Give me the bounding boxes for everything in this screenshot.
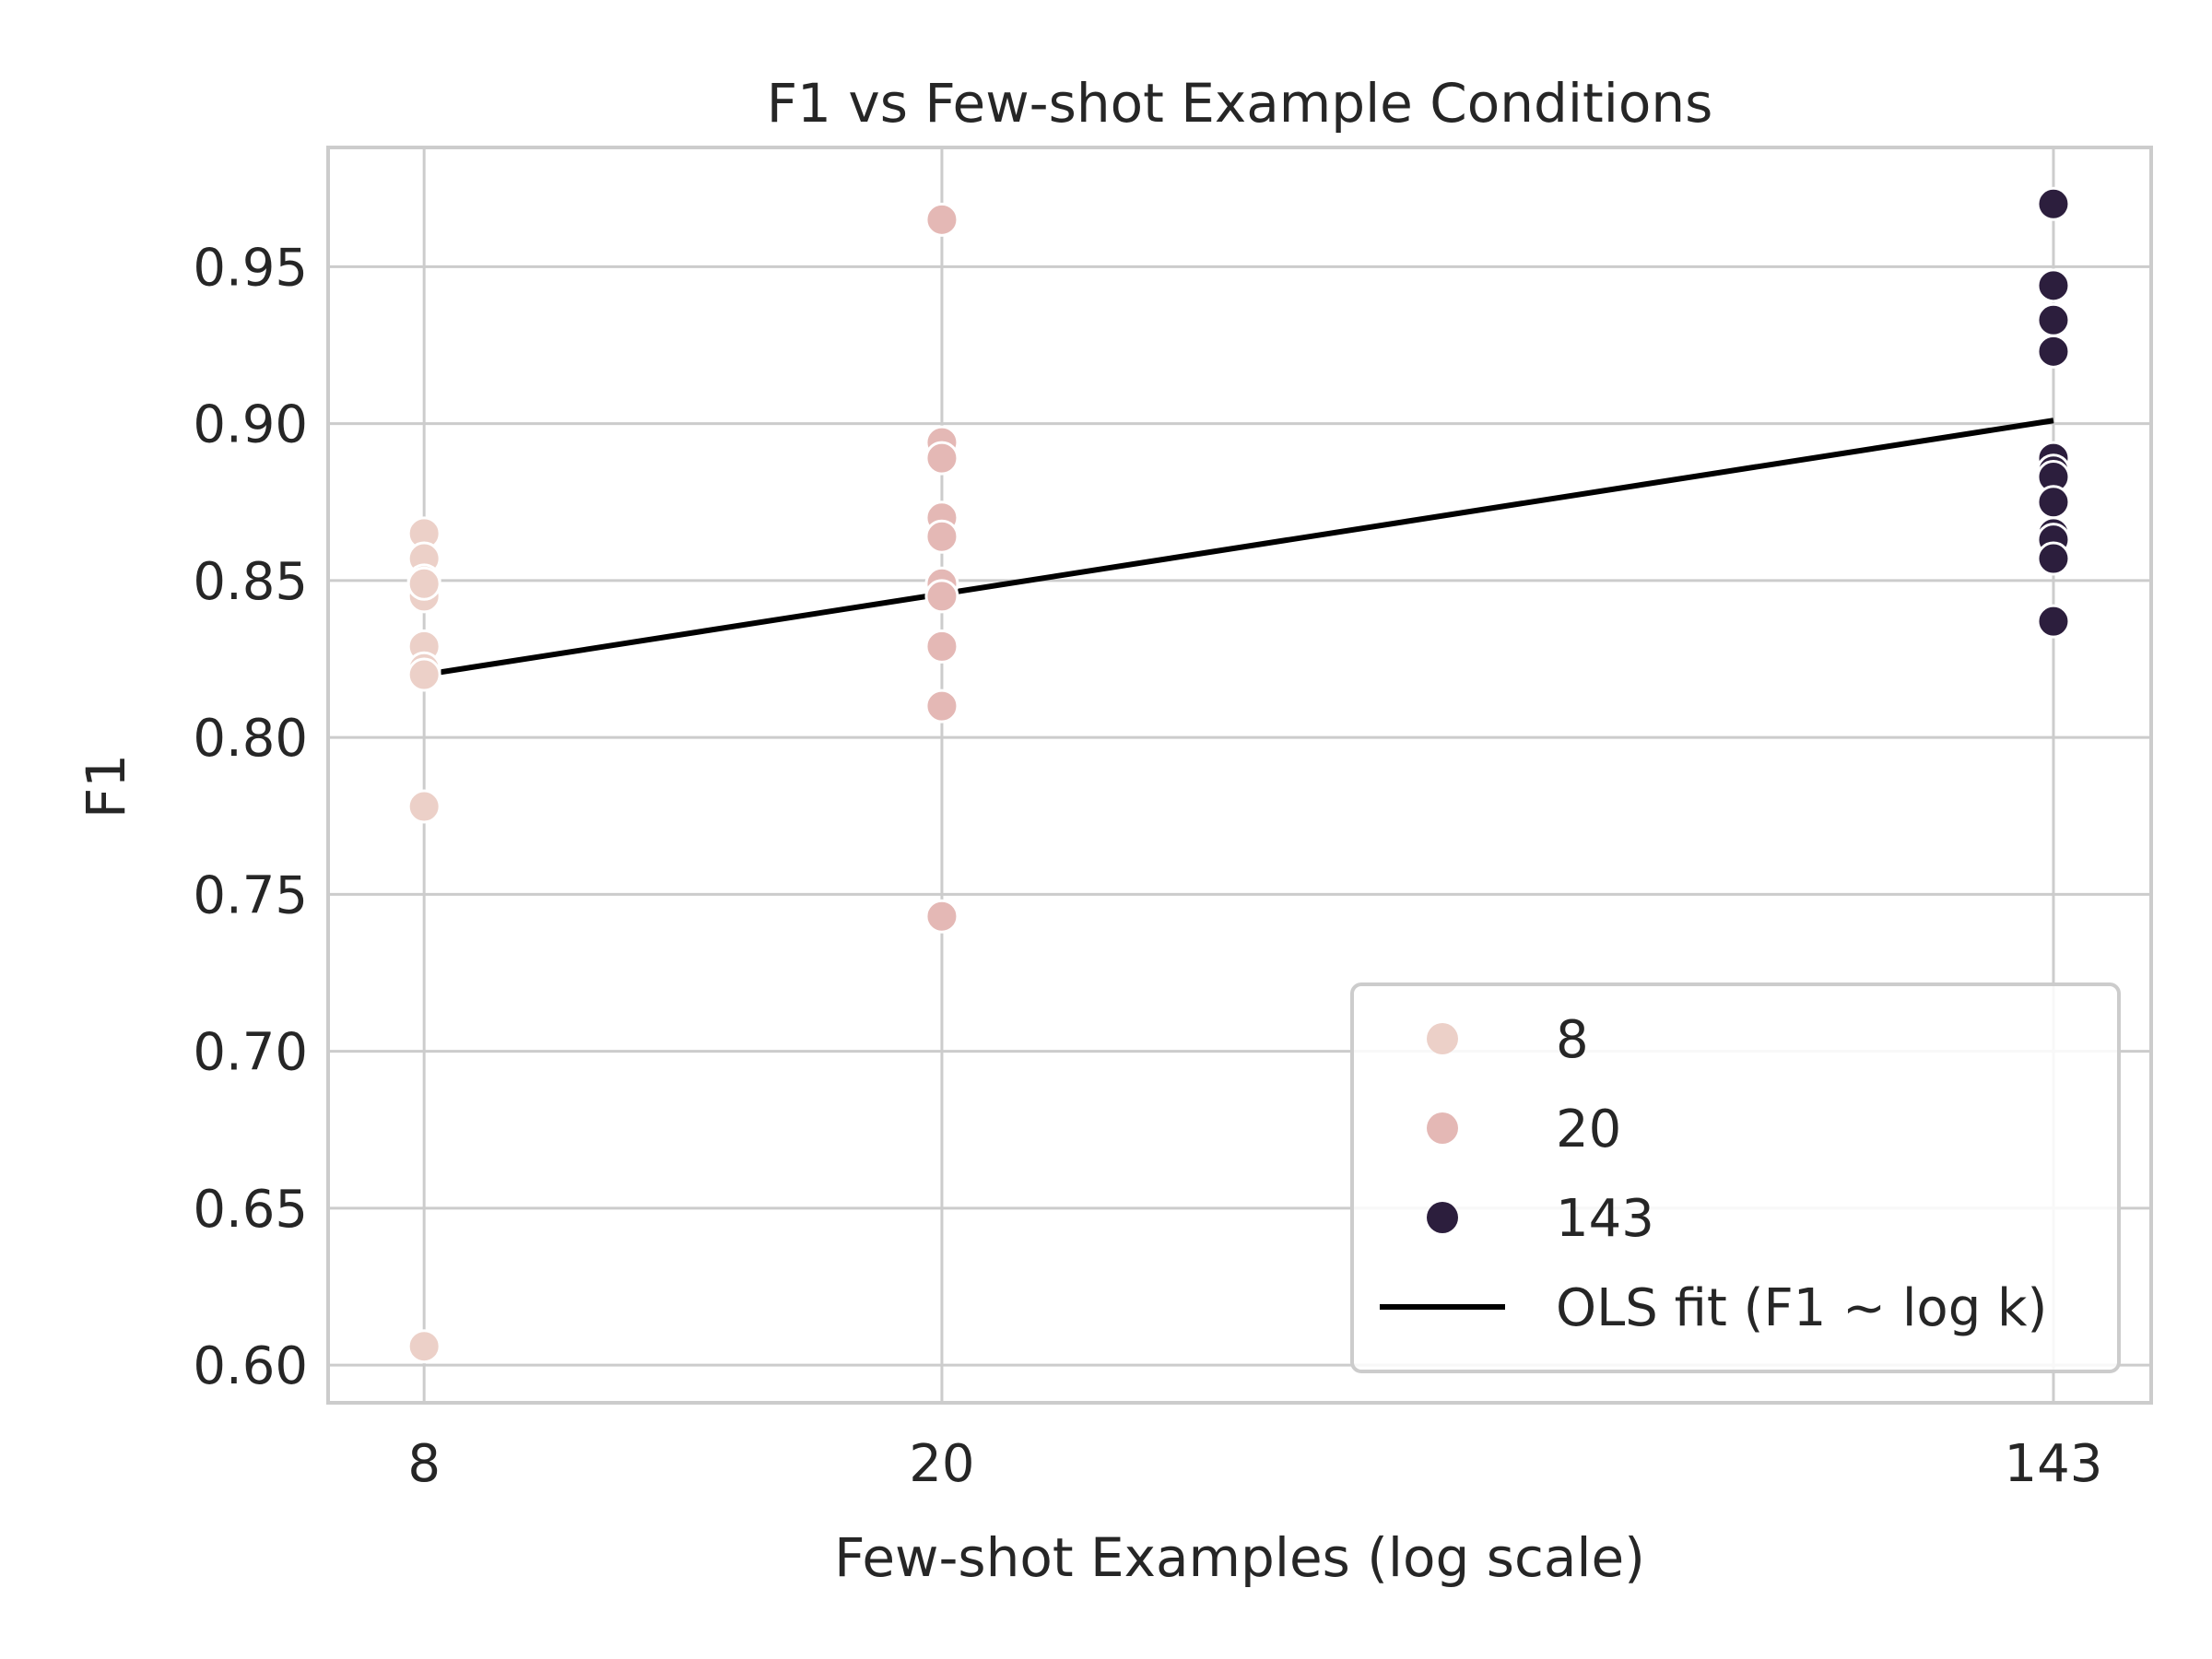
fit-line-layer bbox=[423, 418, 2054, 678]
data-point-20 bbox=[924, 899, 959, 934]
x-tick-labels: 8 20 143 bbox=[407, 1434, 2102, 1494]
y-tick-labels: 0.60 0.65 0.70 0.75 0.80 0.85 0.90 0.95 bbox=[193, 238, 308, 1396]
legend: 8 20 143 OLS fit (F1 ~ log k) bbox=[1350, 982, 2121, 1373]
data-point-20 bbox=[924, 202, 959, 237]
y-tick-label: 0.80 bbox=[193, 709, 308, 769]
data-point-143 bbox=[2036, 334, 2071, 369]
x-tick-label: 20 bbox=[909, 1434, 974, 1494]
data-point-143 bbox=[2036, 186, 2071, 221]
data-point-20 bbox=[924, 688, 959, 724]
data-point-143 bbox=[2036, 541, 2071, 576]
legend-box bbox=[1350, 982, 2121, 1373]
data-point-143 bbox=[2036, 302, 2071, 337]
data-point-20 bbox=[924, 519, 959, 554]
data-point-8 bbox=[406, 566, 441, 601]
x-tick-label: 8 bbox=[407, 1434, 441, 1494]
y-tick-label: 0.95 bbox=[193, 238, 308, 298]
legend-marker-143 bbox=[1427, 1202, 1458, 1233]
data-point-143 bbox=[2036, 268, 2071, 303]
data-point-8 bbox=[406, 789, 441, 824]
y-tick-label: 0.65 bbox=[193, 1180, 308, 1240]
y-axis-label: F1 bbox=[75, 754, 137, 818]
ols-fit-line bbox=[423, 418, 2054, 678]
y-tick-label: 0.90 bbox=[193, 395, 308, 455]
data-point-8 bbox=[406, 1329, 441, 1364]
data-point-8 bbox=[406, 657, 441, 692]
data-point-20 bbox=[924, 579, 959, 614]
data-points bbox=[406, 186, 2071, 1364]
y-tick-label: 0.75 bbox=[193, 865, 308, 925]
legend-marker-8 bbox=[1427, 1023, 1458, 1054]
y-tick-label: 0.60 bbox=[193, 1336, 308, 1396]
legend-label-143: 143 bbox=[1556, 1189, 1654, 1249]
legend-label-8: 8 bbox=[1556, 1010, 1589, 1070]
x-axis-label: Few-shot Examples (log scale) bbox=[834, 1526, 1645, 1589]
data-point-143 bbox=[2036, 485, 2071, 520]
legend-marker-20 bbox=[1427, 1112, 1458, 1144]
y-tick-label: 0.85 bbox=[193, 552, 308, 612]
legend-label-20: 20 bbox=[1556, 1100, 1621, 1159]
chart-title: F1 vs Few-shot Example Conditions bbox=[767, 72, 1713, 135]
data-point-20 bbox=[924, 629, 959, 664]
x-tick-label: 143 bbox=[2005, 1434, 2103, 1494]
y-tick-label: 0.70 bbox=[193, 1023, 308, 1083]
plot-frame bbox=[326, 146, 2153, 1405]
data-point-20 bbox=[924, 441, 959, 476]
legend-label-fit: OLS fit (F1 ~ log k) bbox=[1556, 1278, 2047, 1338]
data-point-143 bbox=[2036, 604, 2071, 639]
